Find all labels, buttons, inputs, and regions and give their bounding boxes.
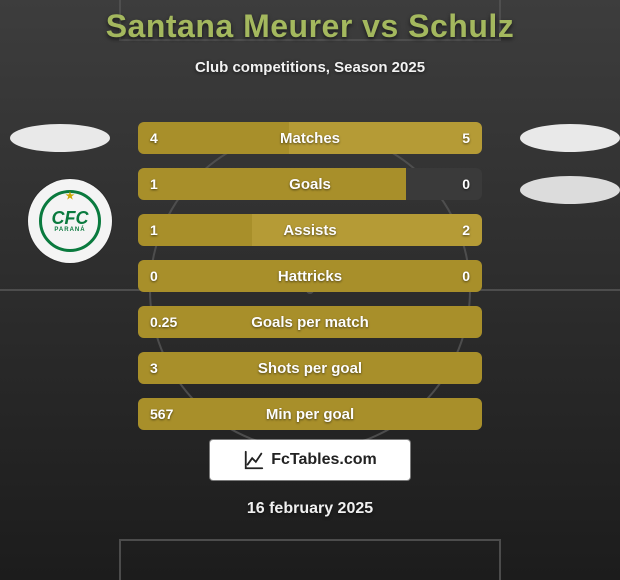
bar-fill-left <box>138 306 482 338</box>
stat-row: 567Min per goal <box>138 398 482 430</box>
star-icon: ★ <box>66 191 75 202</box>
stat-value-right: 0 <box>450 168 482 200</box>
bar-fill-left <box>138 398 482 430</box>
stat-row: 45Matches <box>138 122 482 154</box>
bar-fill-left <box>138 260 482 292</box>
side-ellipse-right-2 <box>520 176 620 204</box>
side-ellipse-right-1 <box>520 124 620 152</box>
vs-label: vs <box>362 8 399 44</box>
page-title: Santana Meurer vs Schulz <box>0 8 620 45</box>
footer-brand: FcTables.com <box>210 440 410 480</box>
bar-fill-left <box>138 352 482 384</box>
club-badge: ★ CFC PARANÁ <box>28 179 112 263</box>
side-ellipse-left <box>10 124 110 152</box>
stat-row: 10Goals <box>138 168 482 200</box>
stat-row: 3Shots per goal <box>138 352 482 384</box>
bar-fill-right <box>252 214 482 246</box>
player2-name: Schulz <box>408 8 514 44</box>
club-badge-main: CFC <box>52 209 89 227</box>
bar-fill-right <box>289 122 482 154</box>
stat-row: 12Assists <box>138 214 482 246</box>
club-badge-sub: PARANÁ <box>54 227 85 233</box>
bar-fill-left <box>138 122 289 154</box>
bar-fill-left <box>138 214 252 246</box>
stats-bars: 45Matches 10Goals 12Assists 00Hattricks 0.25… <box>138 122 482 444</box>
subtitle: Club competitions, Season 2025 <box>0 59 620 76</box>
footer-brand-text: FcTables.com <box>271 451 377 469</box>
player1-name: Santana Meurer <box>106 8 353 44</box>
stat-row: 00Hattricks <box>138 260 482 292</box>
bar-fill-left <box>138 168 406 200</box>
chart-icon <box>243 449 265 471</box>
footer-date: 16 february 2025 <box>247 500 373 518</box>
stat-row: 0.25Goals per match <box>138 306 482 338</box>
